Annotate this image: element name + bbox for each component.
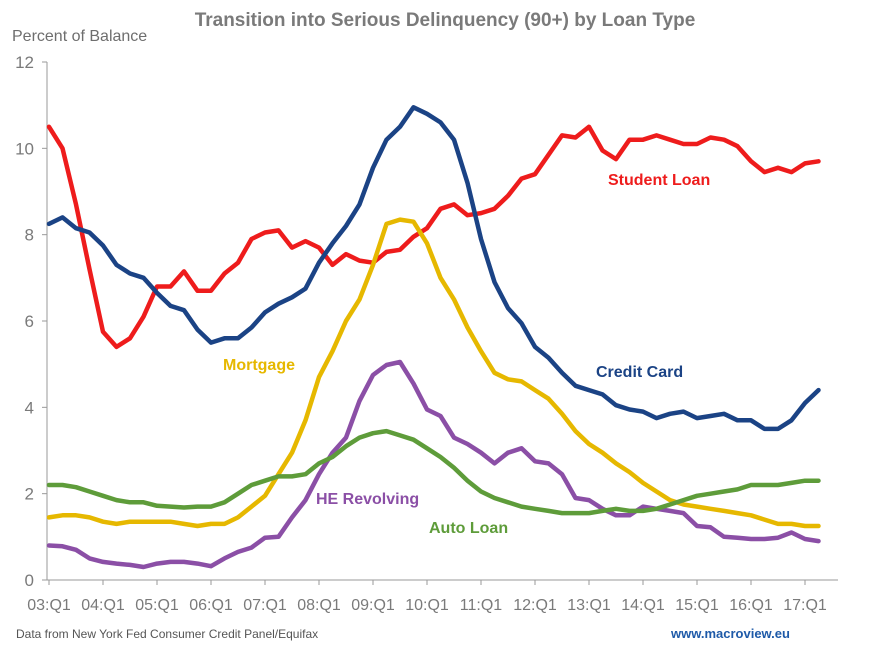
label-student-loan: Student Loan <box>608 172 710 189</box>
x-tick-label: 04:Q1 <box>81 597 125 614</box>
y-tick-labels: 0 2 4 6 8 10 12 <box>15 53 34 590</box>
y-tick-label: 0 <box>25 571 34 590</box>
x-tick-label: 14:Q1 <box>621 597 665 614</box>
x-tick-label: 13:Q1 <box>567 597 611 614</box>
source-note: Data from New York Fed Consumer Credit P… <box>16 627 318 641</box>
label-mortgage: Mortgage <box>223 357 295 374</box>
axes <box>42 61 838 585</box>
label-auto-loan: Auto Loan <box>429 520 508 537</box>
y-tick-label: 10 <box>15 139 34 158</box>
x-tick-label: 15:Q1 <box>675 597 719 614</box>
y-tick-label: 8 <box>25 226 34 245</box>
website-link[interactable]: www.macroview.eu <box>670 626 790 641</box>
x-tick-label: 17:Q1 <box>783 597 827 614</box>
series-line-credit-card <box>46 105 821 432</box>
y-tick-label: 2 <box>25 485 34 504</box>
x-tick-label: 05:Q1 <box>135 597 179 614</box>
series-line-he-revolving <box>46 359 821 570</box>
series-line-auto-loan <box>46 428 821 516</box>
series-line-student-loan <box>46 124 821 350</box>
x-tick-label: 12:Q1 <box>513 597 557 614</box>
x-tick-label: 11:Q1 <box>460 597 503 614</box>
x-tick-label: 10:Q1 <box>405 597 449 614</box>
x-tick-label: 09:Q1 <box>351 597 395 614</box>
label-credit-card: Credit Card <box>596 364 683 381</box>
y-tick-label: 12 <box>15 53 34 72</box>
x-tick-labels: 03:Q1 04:Q1 05:Q1 06:Q1 07:Q1 08:Q1 09:Q1 10:Q1… <box>27 597 827 614</box>
x-tick-label: 07:Q1 <box>243 597 287 614</box>
series-lines <box>46 105 821 570</box>
x-tick-label: 08:Q1 <box>297 597 341 614</box>
x-tick-label: 06:Q1 <box>189 597 233 614</box>
x-tick-label: 16:Q1 <box>729 597 773 614</box>
y-tick-label: 6 <box>25 312 34 331</box>
y-axis-label: Percent of Balance <box>12 28 147 45</box>
label-he-revolving: HE Revolving <box>316 491 419 508</box>
chart-title: Transition into Serious Delinquency (90+… <box>195 10 696 31</box>
series-line-mortgage <box>46 217 821 529</box>
x-tick-label: 03:Q1 <box>27 597 71 614</box>
y-tick-label: 4 <box>25 398 34 417</box>
